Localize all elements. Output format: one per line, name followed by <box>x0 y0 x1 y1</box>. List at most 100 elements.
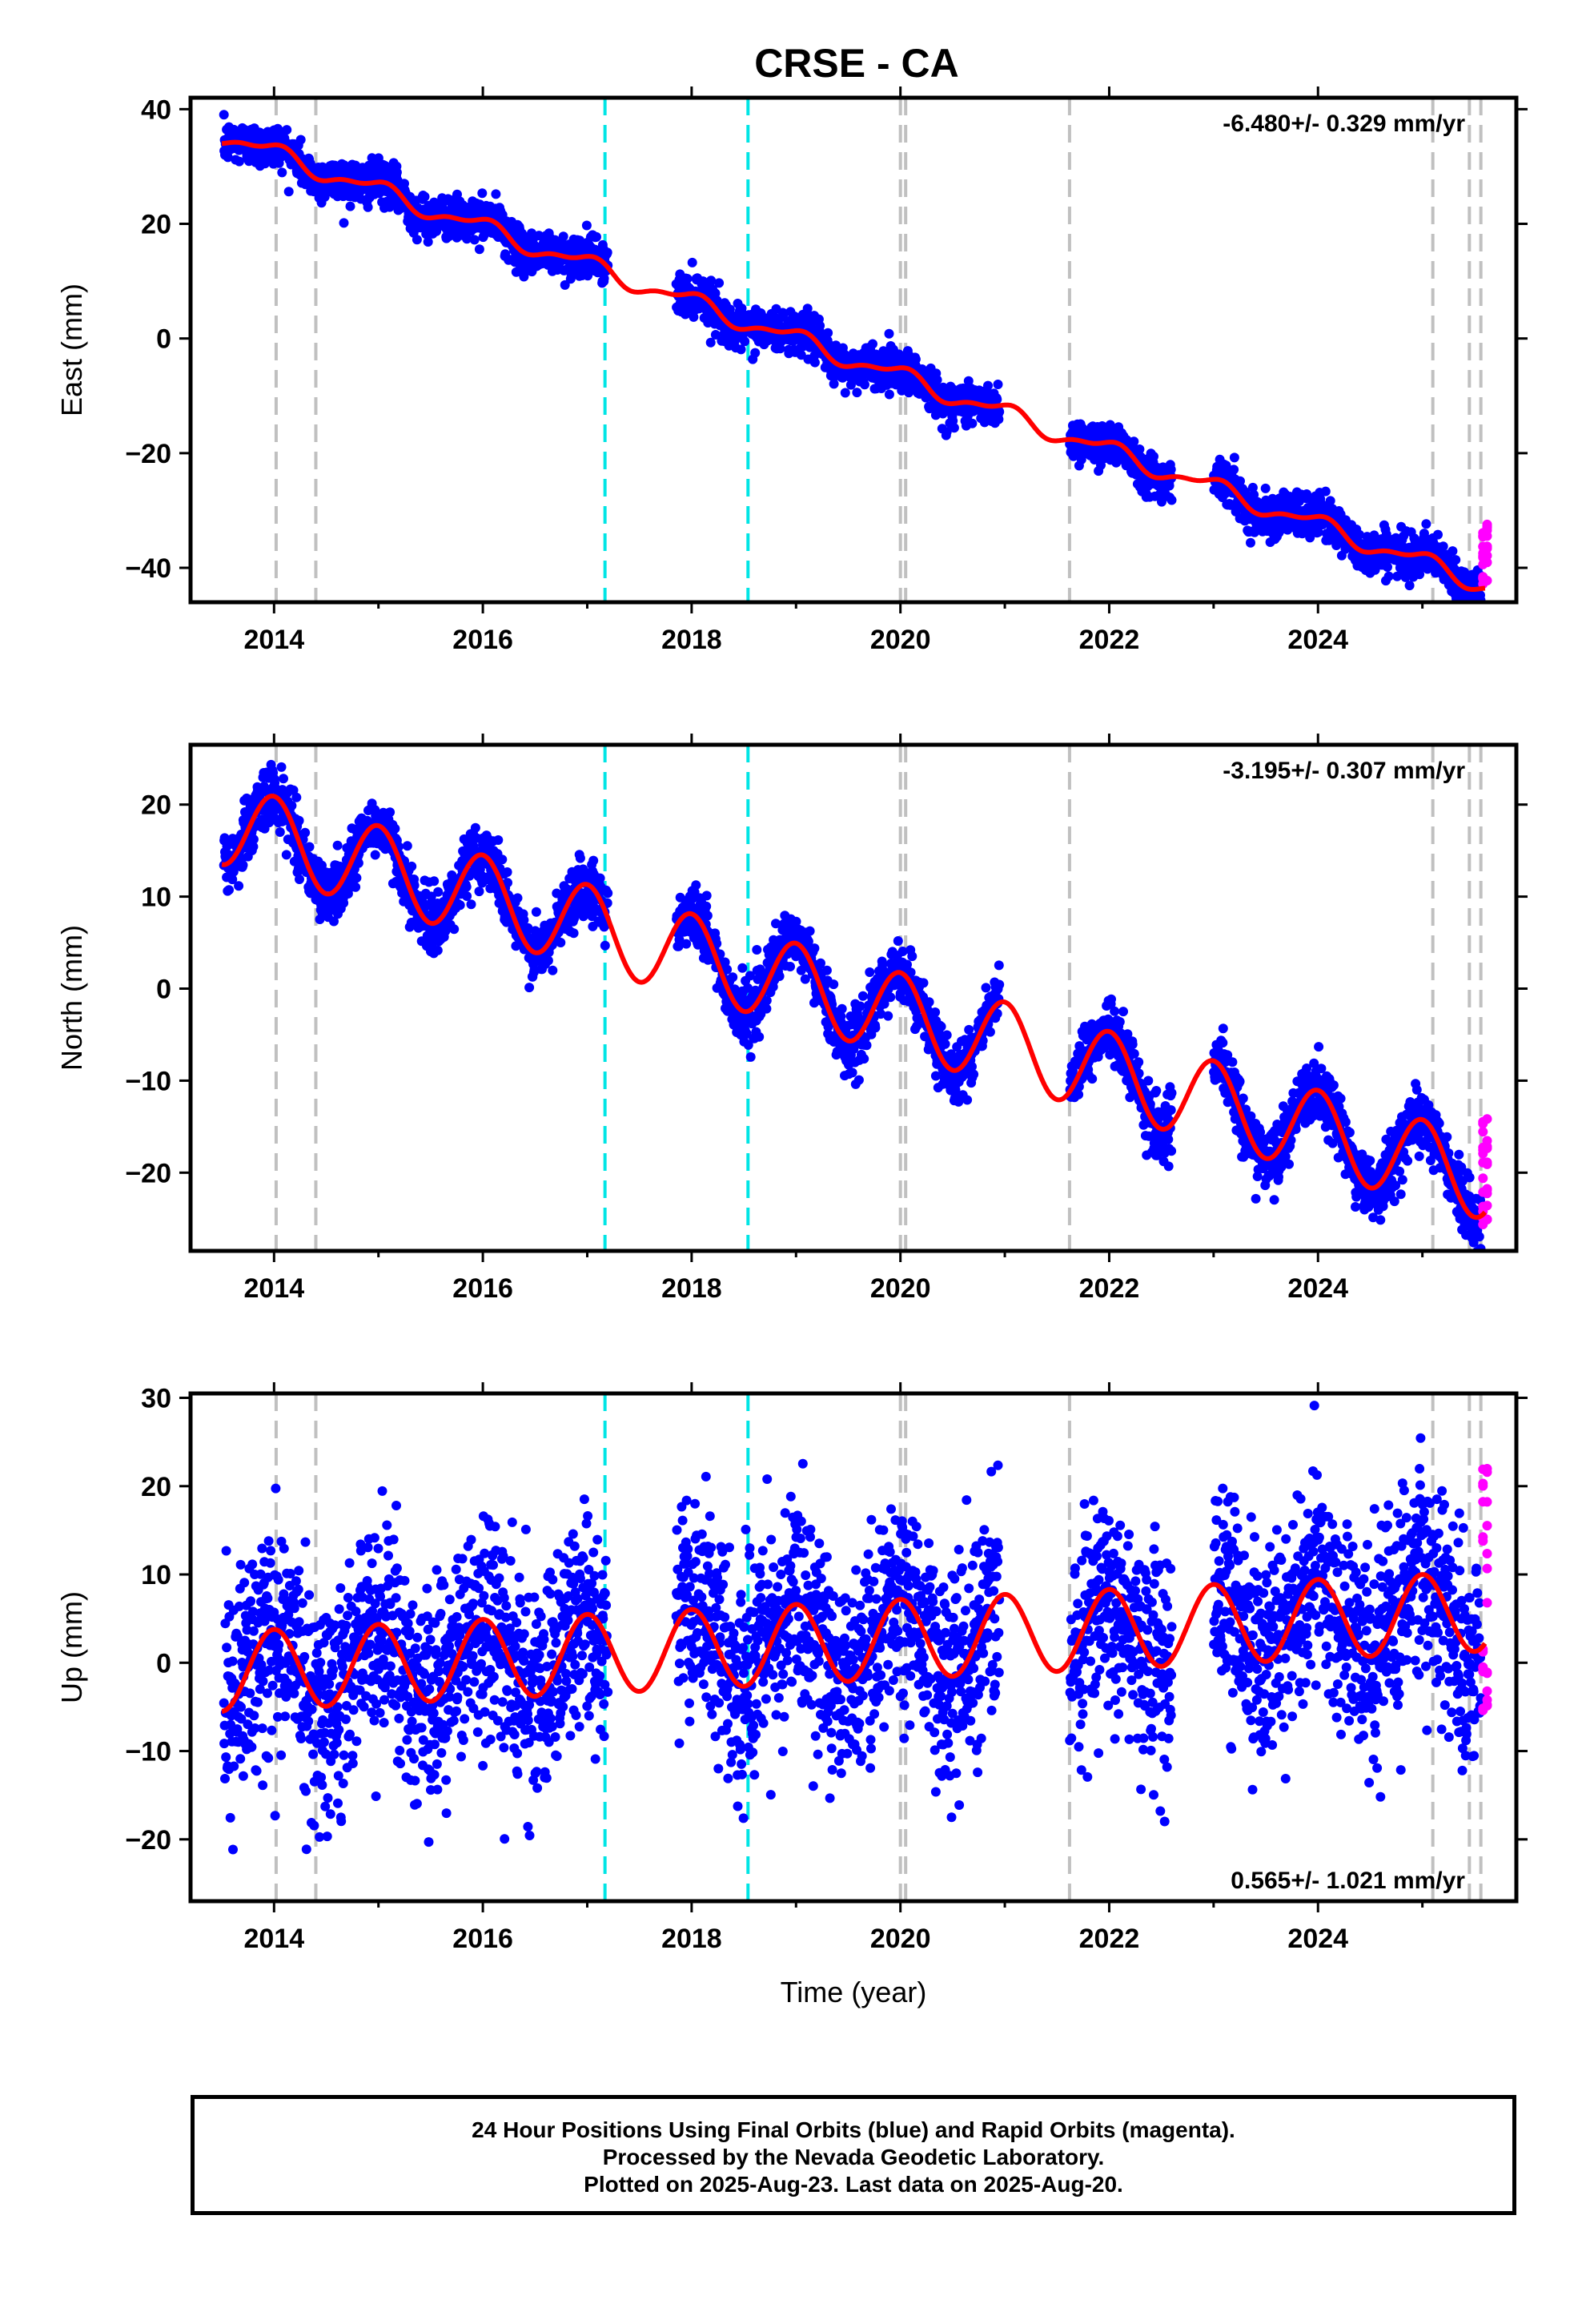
final-orbit-point <box>816 958 825 968</box>
final-orbit-point <box>407 861 417 871</box>
final-orbit-point <box>529 965 540 975</box>
final-orbit-point <box>512 893 523 903</box>
final-orbit-point <box>1134 444 1145 454</box>
rate-label: -6.480+/- 0.329 mm/yr <box>1223 111 1465 137</box>
final-orbit-point <box>283 187 294 197</box>
final-orbit-point <box>682 274 693 283</box>
final-orbit-point <box>852 388 862 398</box>
final-orbit-point <box>560 279 570 290</box>
final-orbit-point <box>771 919 781 929</box>
final-orbit-point <box>294 815 304 826</box>
final-orbit-point <box>932 375 942 385</box>
final-orbit-point <box>409 880 420 891</box>
y-tick-label: 40 <box>141 94 171 125</box>
final-orbit-point <box>583 271 593 281</box>
final-orbit-point <box>592 231 601 242</box>
rapid-orbit-point <box>1478 530 1488 541</box>
x-tick-label: 2016 <box>452 625 513 655</box>
final-orbit-point <box>339 898 349 908</box>
final-orbit-point <box>224 885 234 895</box>
final-orbit-point <box>1383 571 1394 581</box>
final-orbit-point <box>339 218 349 228</box>
x-tick-label: 2014 <box>243 625 304 655</box>
final-orbit-point <box>740 336 750 347</box>
final-orbit-point <box>884 389 894 400</box>
final-orbit-point <box>809 943 820 954</box>
final-orbit-point <box>588 855 599 866</box>
final-orbit-point <box>1447 546 1458 557</box>
final-orbit-point <box>728 972 738 983</box>
final-orbit-point <box>219 110 229 120</box>
final-orbit-point <box>1433 529 1443 540</box>
final-orbit-point <box>1235 476 1245 486</box>
final-orbit-point <box>462 891 472 901</box>
final-orbit-point <box>353 858 363 868</box>
final-orbit-point <box>736 344 746 355</box>
final-orbit-point <box>234 881 244 891</box>
final-orbit-point <box>681 939 692 949</box>
final-orbit-point <box>802 304 813 314</box>
final-orbit-point <box>1325 496 1335 506</box>
y-tick-label: −40 <box>125 553 171 584</box>
final-orbit-point <box>493 835 504 845</box>
final-orbit-point <box>1164 480 1174 491</box>
final-orbit-point <box>402 841 412 851</box>
final-orbit-point <box>599 273 609 283</box>
final-orbit-point <box>1320 486 1331 497</box>
final-orbit-point <box>474 244 484 255</box>
final-orbit-point <box>295 135 306 145</box>
final-orbit-point <box>745 1051 756 1062</box>
final-orbit-point <box>706 275 717 286</box>
figure-title: CRSE - CA <box>754 41 959 86</box>
final-orbit-point <box>805 926 815 936</box>
final-orbit-point <box>433 887 444 897</box>
rapid-orbit-point <box>1482 550 1492 561</box>
rapid-orbit-points <box>1478 519 1492 589</box>
final-orbit-point <box>288 785 299 795</box>
final-orbit-point <box>796 965 806 975</box>
x-tick-label: 2022 <box>1079 625 1140 655</box>
final-orbit-point <box>702 911 713 921</box>
final-orbit-point <box>1313 527 1323 537</box>
final-orbit-point <box>432 945 443 955</box>
final-orbit-point <box>691 880 701 891</box>
final-orbit-point <box>710 330 721 340</box>
final-orbit-point <box>234 156 244 167</box>
final-orbit-point <box>823 328 833 338</box>
final-orbit-point <box>687 257 697 267</box>
final-orbit-point <box>1249 489 1259 500</box>
final-orbit-point <box>329 916 339 927</box>
final-orbit-point <box>710 288 721 299</box>
final-orbit-point <box>1392 571 1403 581</box>
final-orbit-point <box>1229 464 1239 475</box>
final-orbit-point <box>963 376 974 386</box>
final-orbit-point <box>558 231 568 242</box>
final-orbit-point <box>466 899 476 910</box>
final-orbit-point <box>332 840 343 850</box>
final-orbit-point <box>531 907 541 917</box>
final-orbit-point <box>983 380 993 391</box>
y-axis-label: East (mm) <box>55 283 88 416</box>
final-orbit-points <box>219 759 1486 1251</box>
final-orbit-point <box>884 328 894 339</box>
final-orbit-point <box>524 983 535 993</box>
final-orbit-point <box>1229 452 1239 463</box>
final-orbit-point <box>295 875 304 884</box>
final-orbit-point <box>461 882 472 892</box>
final-orbit-point <box>1355 529 1364 540</box>
final-orbit-point <box>595 873 605 883</box>
final-orbit-point <box>602 247 612 258</box>
final-orbit-point <box>556 938 566 947</box>
final-orbit-point <box>248 834 259 845</box>
final-orbit-point <box>1166 464 1176 475</box>
final-orbit-point <box>1246 537 1255 548</box>
final-orbit-point <box>462 234 472 244</box>
final-orbit-point <box>391 167 402 178</box>
final-orbit-point <box>720 957 730 967</box>
final-orbit-point <box>470 822 480 833</box>
final-orbit-point <box>994 414 1004 424</box>
final-orbit-point <box>497 854 508 865</box>
rapid-orbit-point <box>1482 557 1492 568</box>
final-orbit-point <box>474 887 484 897</box>
